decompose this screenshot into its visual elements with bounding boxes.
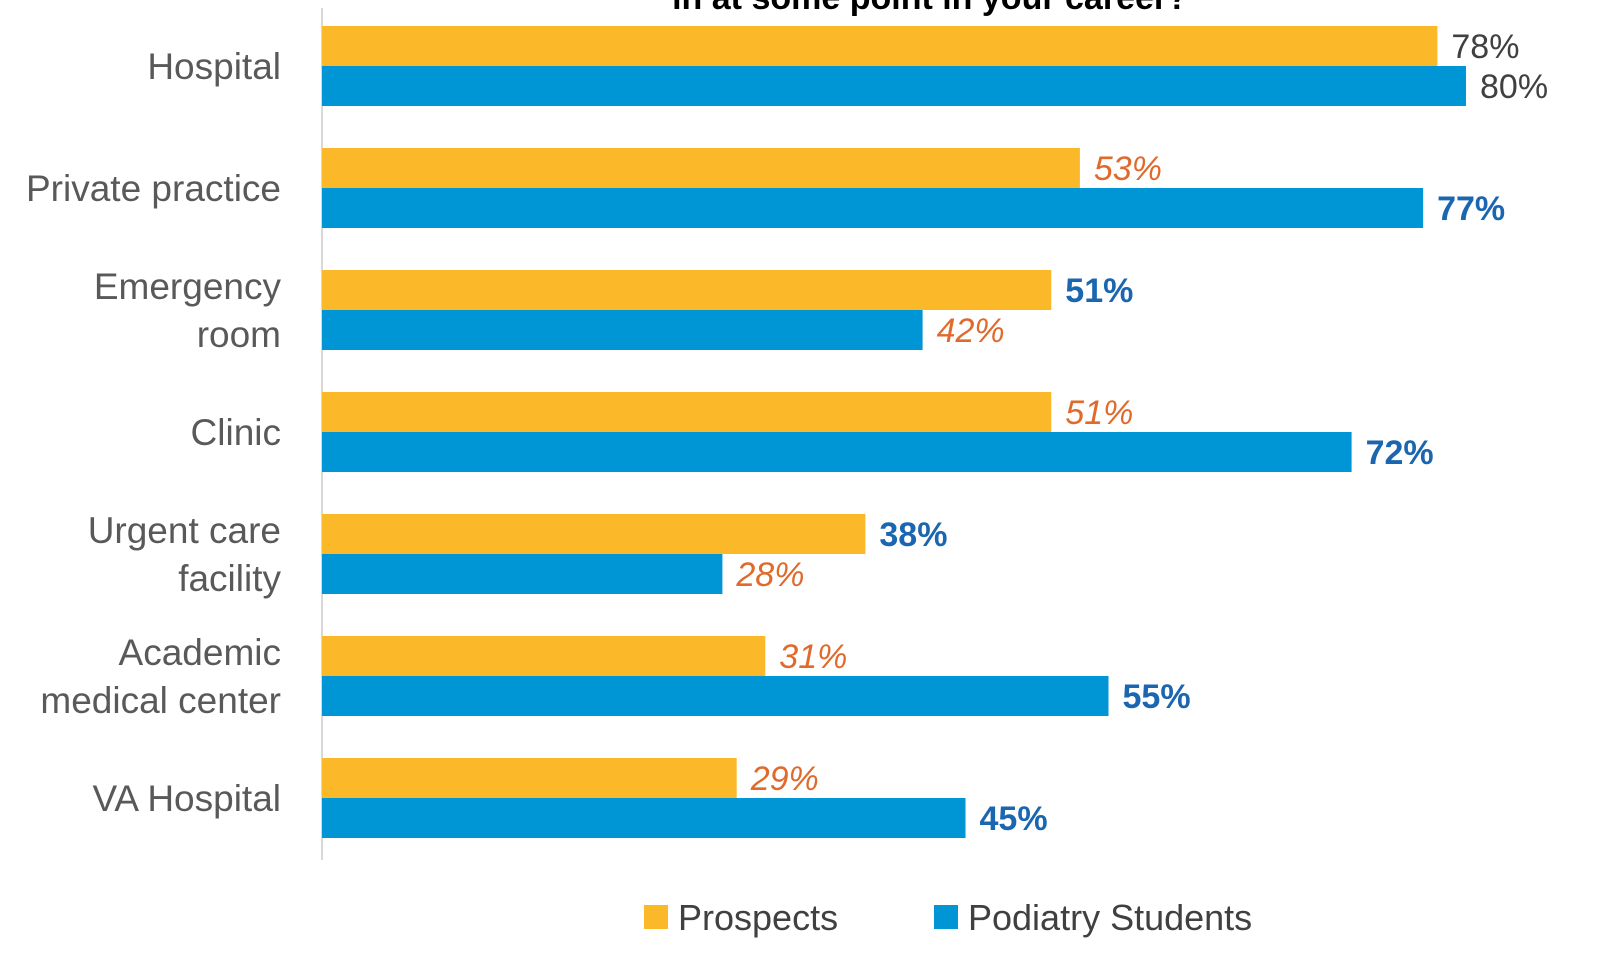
category-label: Emergency room (94, 266, 282, 355)
category-labels: Hospital Private practice Emergency room Cli… (26, 46, 281, 819)
bar-prospects (322, 270, 1052, 310)
bar-prospects (322, 148, 1080, 188)
category-label-line: Hospital (147, 46, 281, 87)
value-label: 51% (1065, 394, 1133, 432)
value-label: 78% (1451, 28, 1519, 66)
category-label-line: Urgent care (88, 510, 281, 551)
bar-podiatry-students (322, 188, 1424, 228)
value-label: 51% (1065, 272, 1133, 310)
value-label: 72% (1366, 434, 1434, 472)
category-label-line: Emergency (94, 266, 282, 307)
bars-layer (322, 26, 1466, 838)
category-label-line: Academic (119, 632, 281, 673)
legend-swatch (934, 905, 958, 929)
legend-swatch (644, 905, 668, 929)
bar-prospects (322, 514, 866, 554)
bar-podiatry-students (322, 798, 966, 838)
bar-prospects (322, 758, 737, 798)
value-label: 80% (1480, 68, 1548, 106)
value-label: 77% (1437, 190, 1505, 228)
category-label: VA Hospital (92, 778, 281, 819)
category-label: Academic medical center (40, 632, 281, 721)
bar-prospects (322, 392, 1052, 432)
value-label: 31% (779, 638, 847, 676)
value-label: 29% (750, 760, 819, 798)
category-label-line: facility (178, 558, 281, 599)
bar-prospects (322, 636, 766, 676)
category-label-line: medical center (40, 680, 281, 721)
value-label: 45% (980, 800, 1048, 838)
category-label-line: room (197, 314, 281, 355)
legend-label: Prospects (678, 897, 838, 938)
legend: Prospects Podiatry Students (644, 897, 1252, 938)
value-label: 42% (937, 312, 1005, 350)
category-label: Urgent care facility (88, 510, 282, 599)
bar-podiatry-students (322, 554, 723, 594)
value-label: 55% (1123, 678, 1191, 716)
chart-title: in at some point in your career? (672, 0, 1188, 17)
category-label: Hospital (147, 46, 281, 87)
value-label: 38% (879, 516, 947, 554)
value-label: 53% (1094, 150, 1162, 188)
category-label: Clinic (191, 412, 281, 453)
category-label-line: Clinic (191, 412, 281, 453)
value-label: 28% (735, 556, 804, 594)
bar-prospects (322, 26, 1438, 66)
bar-podiatry-students (322, 676, 1109, 716)
value-labels: 78%80% 53% 77% 51% 42% 51% 72% 38% 28% 31% 55% 29% 4… (735, 28, 1548, 838)
bar-podiatry-students (322, 310, 923, 350)
category-label-line: VA Hospital (92, 778, 281, 819)
bar-podiatry-students (322, 66, 1466, 106)
category-label-line: Private practice (26, 168, 281, 209)
legend-label: Podiatry Students (968, 897, 1252, 938)
bar-podiatry-students (322, 432, 1352, 472)
category-label: Private practice (26, 168, 281, 209)
